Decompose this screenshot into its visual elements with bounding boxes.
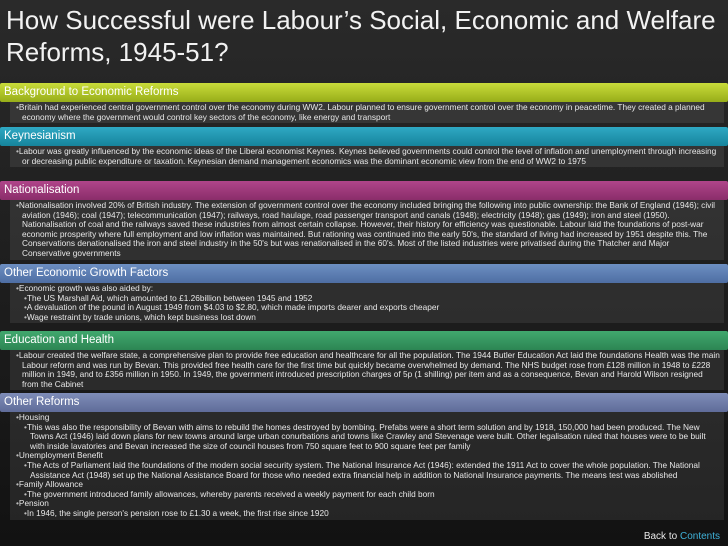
section-keynesianism: Keynesianism Labour was greatly influenc… (0, 127, 728, 168)
bullet-item: Family Allowance (14, 480, 720, 490)
sub-bullet-item: A devaluation of the pound in August 194… (14, 303, 720, 313)
bullet-item: Britain had experienced central governme… (14, 102, 720, 122)
bullet-item: Labour created the welfare state, a comp… (14, 350, 720, 389)
section-heading: Other Economic Growth Factors (0, 264, 728, 283)
sub-bullet-item: The US Marshall Aid, which amounted to £… (14, 293, 720, 304)
sub-bullet-item: In 1946, the single person's pension ros… (14, 508, 720, 519)
section-body: Nationalisation involved 20% of British … (10, 200, 724, 260)
sub-bullet-item: The Acts of Parliament laid the foundati… (14, 460, 720, 480)
bullet-item: Economic growth was also aided by: (14, 283, 720, 294)
section-body: Economic growth was also aided by: The U… (10, 283, 724, 324)
bullet-item: Nationalisation involved 20% of British … (14, 200, 720, 259)
section-background: Background to Economic Reforms Britain h… (0, 83, 728, 124)
bullet-item: Pension (14, 499, 720, 509)
bullet-item: Labour was greatly influenced by the eco… (14, 146, 720, 166)
section-body: Labour created the welfare state, a comp… (10, 350, 724, 391)
back-label: Back to (643, 531, 678, 542)
section-education-health: Education and Health Labour created the … (0, 331, 728, 391)
slide-title: How Successful were Labour’s Social, Eco… (6, 5, 716, 67)
section-nationalisation: Nationalisation Nationalisation involved… (0, 181, 728, 260)
section-heading: Keynesianism (0, 127, 728, 146)
section-other-economic-growth: Other Economic Growth Factors Economic g… (0, 264, 728, 324)
section-body: Britain had experienced central governme… (10, 102, 724, 124)
section-heading: Background to Economic Reforms (0, 83, 728, 102)
section-heading: Other Reforms (0, 393, 728, 412)
sub-bullet-item: This was also the responsibility of Beva… (14, 422, 720, 452)
section-heading: Education and Health (0, 331, 728, 350)
sub-bullet-item: Wage restraint by trade unions, which ke… (14, 312, 720, 323)
section-other-reforms: Other Reforms Housing This was also the … (0, 393, 728, 520)
section-body: Housing This was also the responsibility… (10, 412, 724, 520)
section-body: Labour was greatly influenced by the eco… (10, 146, 724, 168)
bullet-item: Unemployment Benefit (14, 451, 720, 461)
back-to-contents[interactable]: Back to Contents (644, 531, 720, 542)
contents-link[interactable]: Contents (679, 531, 720, 542)
section-heading: Nationalisation (0, 181, 728, 200)
sub-bullet-item: The government introduced family allowan… (14, 489, 720, 500)
bullet-item: Housing (14, 412, 720, 423)
